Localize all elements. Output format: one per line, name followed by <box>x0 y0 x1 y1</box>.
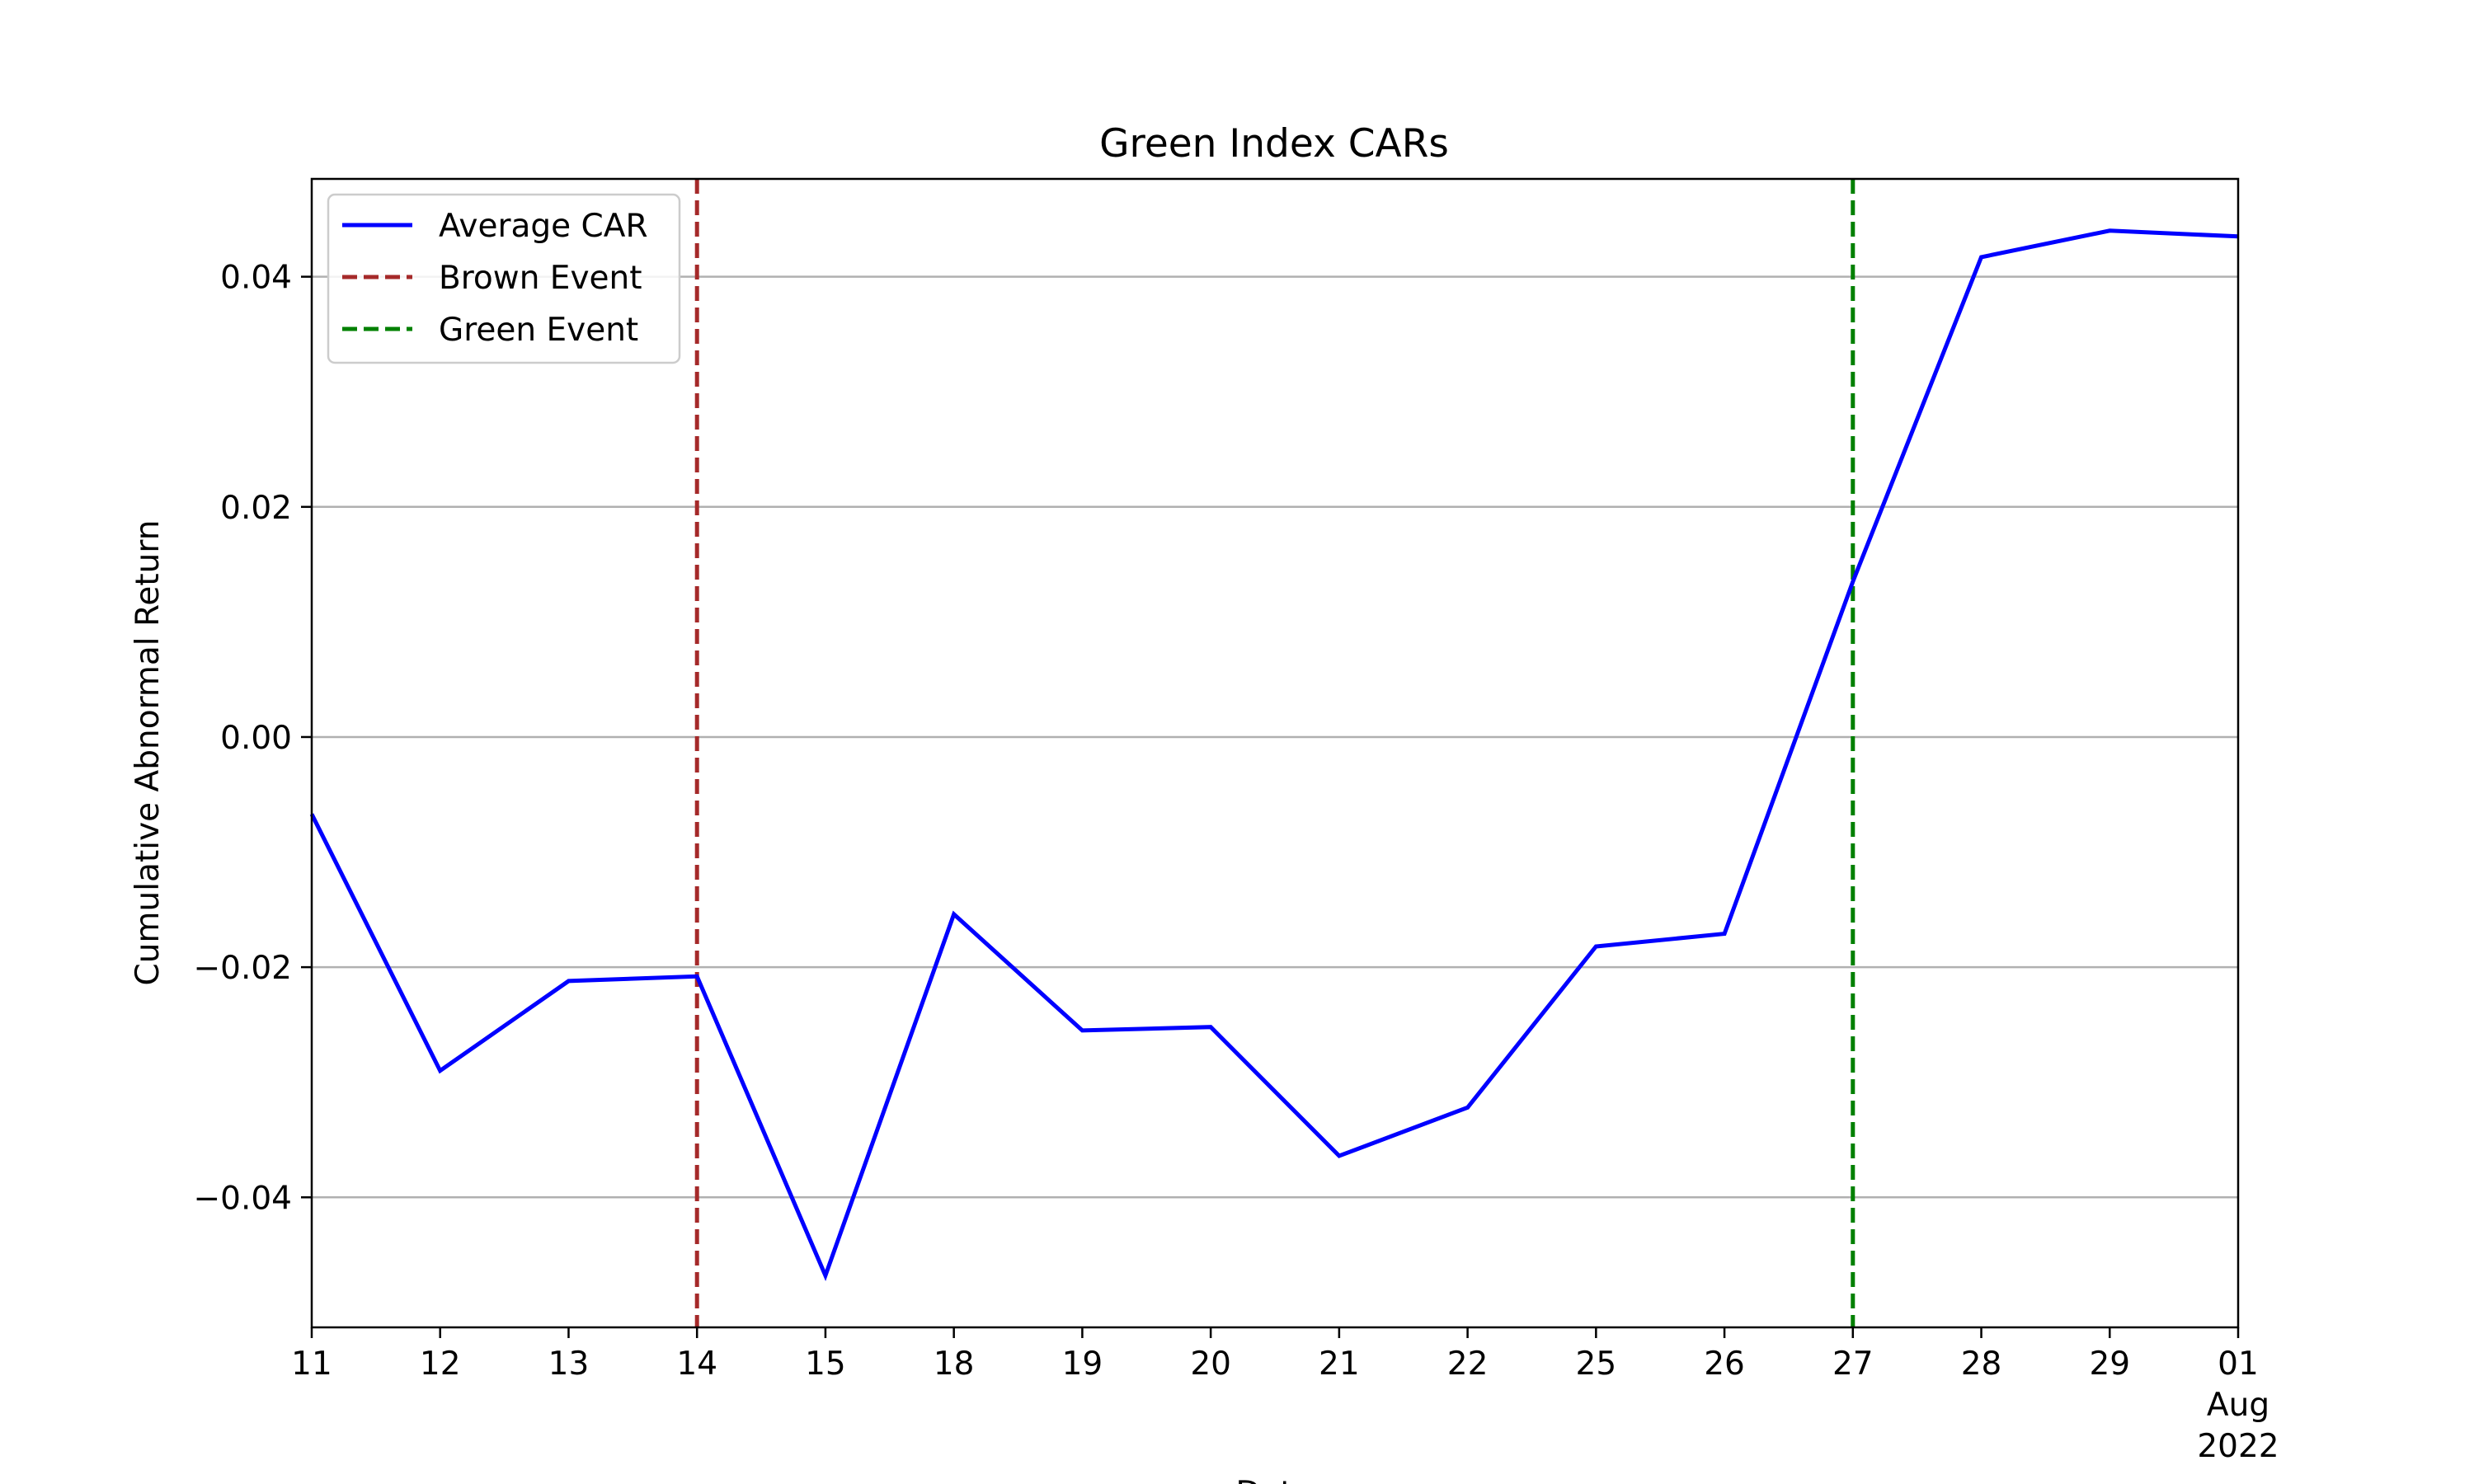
y-tick-label: −0.04 <box>193 1180 292 1217</box>
grid-lines <box>312 275 2238 1199</box>
x-tick-label: 14 <box>676 1345 717 1383</box>
x-tick-label: 26 <box>1704 1345 1745 1383</box>
x-tick-label: 18 <box>934 1345 975 1383</box>
x-tick-label: 12 <box>420 1345 461 1383</box>
x-axis: 11 12 13 14 15 18 19 20 21 22 25 26 27 28 29 01 Aug 2022 <box>291 1327 2279 1465</box>
x-tick-label: 21 <box>1319 1345 1360 1383</box>
y-tick-label: 0.00 <box>220 720 292 757</box>
x-tick-label: 11 <box>291 1345 332 1383</box>
series-line-average-car <box>309 228 2239 1282</box>
chart-title: Green Index CARs <box>1099 121 1449 167</box>
y-axis: −0.04 −0.02 0.00 0.02 0.04 <box>193 260 312 1217</box>
x-tick-label: 19 <box>1062 1345 1103 1383</box>
x-tick-label: 15 <box>805 1345 846 1383</box>
legend-label: Average CAR <box>439 208 648 245</box>
x-tick-label: 25 <box>1576 1345 1617 1383</box>
legend-label: Green Event <box>439 312 638 349</box>
x-tick-label: 22 <box>1447 1345 1489 1383</box>
x-tick-label: 01 <box>2218 1345 2259 1383</box>
y-tick-label: −0.02 <box>193 950 292 987</box>
x-tick-year-label: 2022 <box>2197 1428 2279 1465</box>
event-lines <box>694 179 1856 1327</box>
legend: Average CAR Brown Event Green Event <box>327 193 681 364</box>
y-tick-label: 0.04 <box>220 260 292 297</box>
x-tick-label: 28 <box>1961 1345 2002 1383</box>
x-tick-label: 13 <box>548 1345 590 1383</box>
x-axis-title: Date <box>1235 1475 1312 1484</box>
legend-label: Brown Event <box>439 260 642 297</box>
legend-box <box>327 193 681 364</box>
y-tick-label: 0.02 <box>220 490 292 527</box>
plot-frame <box>310 177 2240 1329</box>
x-tick-label: 29 <box>2089 1345 2130 1383</box>
y-axis-title: Cumulative Abnormal Return <box>129 520 167 986</box>
x-tick-label: 20 <box>1190 1345 1231 1383</box>
x-tick-label: 27 <box>1832 1345 1874 1383</box>
x-tick-month-label: Aug <box>2207 1387 2269 1424</box>
